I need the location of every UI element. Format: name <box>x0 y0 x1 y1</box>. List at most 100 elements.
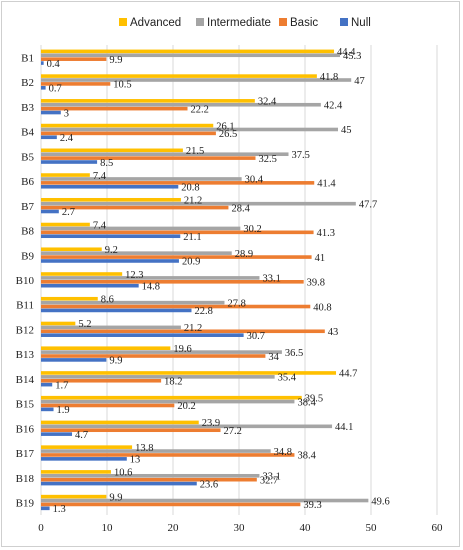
bar-intermediate-b7 <box>41 201 356 206</box>
legend-label-null: Null <box>351 17 371 29</box>
category-label: B13 <box>16 349 35 361</box>
legend-swatch-intermediate <box>196 18 204 26</box>
value-label: 22.2 <box>191 104 209 115</box>
category-label: B9 <box>21 250 34 262</box>
value-label: 41 <box>315 253 326 264</box>
bar-basic-b13 <box>41 354 266 358</box>
bar-null-b2 <box>41 86 46 90</box>
value-label: 28.9 <box>235 249 253 260</box>
value-label: 10.5 <box>113 80 131 91</box>
value-label: 27.2 <box>224 426 242 437</box>
value-label: 41.3 <box>317 228 335 239</box>
bar-basic-b11 <box>41 304 311 309</box>
value-label: 14.8 <box>142 281 160 292</box>
bar-advanced-b19 <box>41 494 107 499</box>
category-label: B16 <box>16 423 35 435</box>
bar-basic-b8 <box>41 230 314 235</box>
value-label: 0.4 <box>47 59 61 70</box>
value-label: 27.8 <box>227 298 245 309</box>
value-label: 49.6 <box>371 496 389 507</box>
category-label: B5 <box>21 151 34 163</box>
bar-basic-b9 <box>41 255 312 259</box>
bar-intermediate-b2 <box>41 78 352 82</box>
value-label: 44.1 <box>335 422 353 433</box>
value-label: 47 <box>354 76 365 87</box>
bar-basic-b18 <box>41 477 257 482</box>
value-label: 42.4 <box>324 100 343 111</box>
value-label: 7.4 <box>93 171 107 182</box>
bar-null-b11 <box>41 308 192 313</box>
category-label: B6 <box>21 176 34 188</box>
value-label: 38.4 <box>297 451 316 462</box>
bar-advanced-b11 <box>41 296 98 301</box>
value-label: 34.8 <box>274 447 292 458</box>
bar-advanced-b18 <box>41 470 111 474</box>
bar-null-b16 <box>41 432 73 436</box>
bar-advanced-b1 <box>41 49 335 54</box>
gridlines <box>40 45 438 515</box>
category-label: B2 <box>21 77 34 89</box>
bar-null-b17 <box>41 457 127 461</box>
value-label: 39.8 <box>307 278 325 289</box>
value-label: 3 <box>64 108 69 119</box>
bar-intermediate-b8 <box>41 226 241 231</box>
bar-basic-b19 <box>41 502 301 507</box>
legend-label-basic: Basic <box>290 17 318 29</box>
bars <box>41 49 369 511</box>
legend: Advanced Intermediate Basic Null <box>119 17 371 29</box>
value-label: 4.7 <box>75 430 88 441</box>
bar-intermediate-b17 <box>41 449 271 453</box>
category-label: B17 <box>16 448 35 460</box>
value-label: 9.9 <box>109 55 122 66</box>
category-label: B14 <box>16 374 35 386</box>
value-label: 1.9 <box>57 405 70 416</box>
value-label: 33.1 <box>262 274 280 285</box>
bar-intermediate-b12 <box>41 325 181 330</box>
bar-null-b1 <box>41 61 44 65</box>
bar-null-b5 <box>41 160 98 164</box>
value-label: 0.7 <box>49 84 62 95</box>
value-label: 45.3 <box>343 51 361 62</box>
bar-advanced-b2 <box>41 74 317 78</box>
bar-basic-b4 <box>41 131 216 136</box>
value-label: 30.4 <box>245 175 264 186</box>
value-label: 45 <box>341 125 352 136</box>
value-label: 47.7 <box>359 199 377 210</box>
value-label: 7.4 <box>93 220 107 231</box>
value-label: 22.8 <box>194 306 212 317</box>
bar-basic-b12 <box>41 329 325 334</box>
bar-basic-b17 <box>41 453 295 457</box>
value-label: 23.9 <box>202 418 220 429</box>
value-label: 37.5 <box>292 150 310 161</box>
bar-advanced-b9 <box>41 247 102 252</box>
legend-swatch-null <box>340 18 348 26</box>
bar-intermediate-b15 <box>41 399 295 404</box>
bar-intermediate-b9 <box>41 251 232 255</box>
bar-advanced-b8 <box>41 222 90 227</box>
bar-basic-b6 <box>41 181 315 185</box>
value-label: 20.9 <box>182 257 200 268</box>
category-label: B8 <box>21 226 34 238</box>
value-label: 13 <box>130 455 141 466</box>
bar-advanced-b10 <box>41 272 123 276</box>
value-label: 39.3 <box>303 500 321 511</box>
value-label: 8.6 <box>101 294 114 305</box>
x-tick-label: 40 <box>300 522 312 534</box>
x-tick-label: 30 <box>234 522 246 534</box>
bar-intermediate-b4 <box>41 127 338 132</box>
value-label: 12.3 <box>125 270 143 281</box>
value-label: 1.3 <box>53 504 66 515</box>
value-label: 23.6 <box>200 479 218 490</box>
category-label: B4 <box>21 127 34 139</box>
value-label: 30.2 <box>243 224 261 235</box>
category-label: B11 <box>16 300 34 312</box>
x-tick-label: 0 <box>38 522 44 534</box>
category-label: B19 <box>16 498 35 510</box>
bar-null-b15 <box>41 407 54 412</box>
value-label: 43 <box>328 327 339 338</box>
bar-null-b7 <box>41 209 59 214</box>
value-label: 5.2 <box>78 319 91 330</box>
bar-null-b18 <box>41 481 197 486</box>
bar-intermediate-b1 <box>41 53 340 58</box>
bar-intermediate-b11 <box>41 300 225 305</box>
